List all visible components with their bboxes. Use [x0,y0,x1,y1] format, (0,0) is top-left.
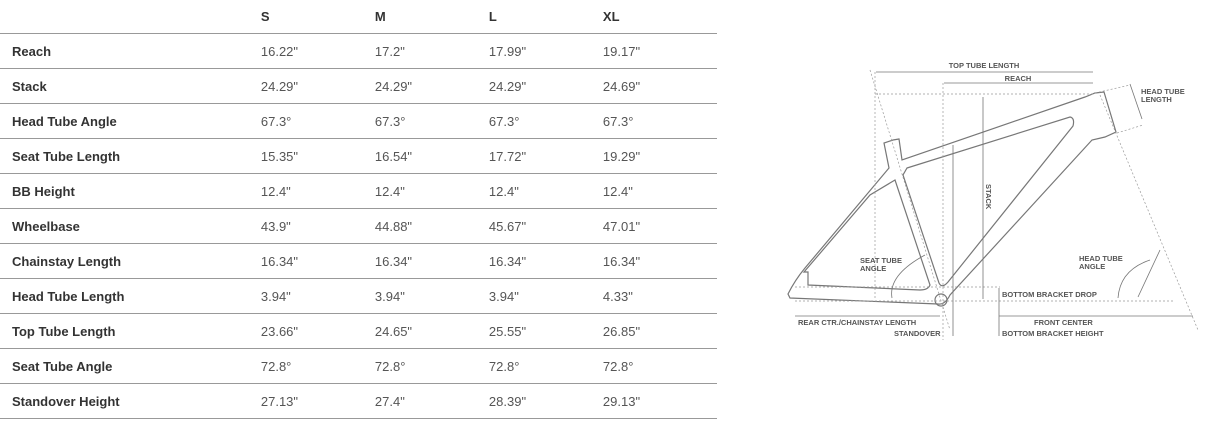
cell-value: 67.3° [602,103,717,139]
row-label: Chainstay Length [0,243,261,279]
table-row: Standover Height 27.13" 27.4" 28.39" 29.13" [0,383,717,419]
header-row: S M L XL [0,0,717,34]
cell-value: 4.33" [602,278,717,314]
label-reach: REACH [1005,74,1032,83]
cell-value: 16.22" [260,33,375,69]
column-header-m: M [374,0,489,34]
cell-value: 16.34" [488,243,603,279]
cell-value: 72.8° [488,348,603,384]
label-seat-tube-angle-2: ANGLE [860,264,886,273]
label-top-tube-length: TOP TUBE LENGTH [949,61,1020,70]
row-label: Reach [0,33,261,69]
table-row: Head Tube Length 3.94" 3.94" 3.94" 4.33" [0,278,717,314]
cell-value: 26.85" [602,313,717,349]
cell-value: 27.4" [374,383,489,419]
cell-value: 15.35" [260,138,375,174]
cell-value: 47.01" [602,208,717,244]
cell-value: 45.67" [488,208,603,244]
label-head-tube-length-2: LENGTH [1141,95,1172,104]
label-seat-tube-angle: SEAT TUBE [860,256,902,265]
cell-value: 67.3° [260,103,375,139]
table-row: Chainstay Length 16.34" 16.34" 16.34" 16.34" [0,243,717,279]
table-row: Wheelbase 43.9" 44.88" 45.67" 47.01" [0,208,717,244]
cell-value: 17.2" [374,33,489,69]
row-label: Standover Height [0,383,261,419]
cell-value: 16.34" [602,243,717,279]
cell-value: 24.29" [488,68,603,104]
cell-value: 12.4" [602,173,717,209]
cell-value: 12.4" [260,173,375,209]
row-label: Wheelbase [0,208,261,244]
cell-value: 24.69" [602,68,717,104]
column-header-s: S [260,0,375,34]
table-row: Head Tube Angle 67.3° 67.3° 67.3° 67.3° [0,103,717,139]
table-row: Seat Tube Angle 72.8° 72.8° 72.8° 72.8° [0,348,717,384]
cell-value: 16.34" [374,243,489,279]
label-front-center: FRONT CENTER [1034,318,1093,327]
cell-value: 25.55" [488,313,603,349]
cell-value: 23.66" [260,313,375,349]
label-head-tube-angle: HEAD TUBE [1079,254,1123,263]
label-head-tube-length: HEAD TUBE [1141,87,1185,96]
table-row: Stack 24.29" 24.29" 24.29" 24.69" [0,68,717,104]
label-standover: STANDOVER [894,329,941,338]
table-row: BB Height 12.4" 12.4" 12.4" 12.4" [0,173,717,209]
row-label: Head Tube Angle [0,103,261,139]
cell-value: 17.99" [488,33,603,69]
row-label: Seat Tube Length [0,138,261,174]
column-header-xl: XL [602,0,717,34]
geometry-table: S M L XL Reach 16.22" 17.2" 17.99" 19.17" Stack 2… [0,0,717,419]
cell-value: 24.65" [374,313,489,349]
cell-value: 3.94" [488,278,603,314]
label-head-tube-angle-2: ANGLE [1079,262,1105,271]
dimension-lines [795,71,1193,336]
table-row: Seat Tube Length 15.35" 16.54" 17.72" 19.29" [0,138,717,174]
cell-value: 44.88" [374,208,489,244]
cell-value: 3.94" [374,278,489,314]
cell-value: 72.8° [260,348,375,384]
label-bottom-bracket-height: BOTTOM BRACKET HEIGHT [1002,329,1104,338]
row-label: Stack [0,68,261,104]
bike-frame [787,91,1117,307]
table-row: Reach 16.22" 17.2" 17.99" 19.17" [0,33,717,69]
cell-value: 17.72" [488,138,603,174]
cell-value: 67.3° [374,103,489,139]
cell-value: 19.29" [602,138,717,174]
cell-value: 3.94" [260,278,375,314]
cell-value: 16.34" [260,243,375,279]
header-blank [0,0,261,34]
table-row: Top Tube Length 23.66" 24.65" 25.55" 26.85" [0,313,717,349]
row-label: Seat Tube Angle [0,348,261,384]
label-bottom-bracket-drop: BOTTOM BRACKET DROP [1002,290,1097,299]
cell-value: 28.39" [488,383,603,419]
cell-value: 12.4" [488,173,603,209]
row-label: BB Height [0,173,261,209]
cell-value: 12.4" [374,173,489,209]
cell-value: 24.29" [260,68,375,104]
cell-value: 67.3° [488,103,603,139]
cell-value: 72.8° [602,348,717,384]
dimension-guides [795,69,1199,340]
cell-value: 43.9" [260,208,375,244]
label-rear-center: REAR CTR./CHAINSTAY LENGTH [798,318,916,327]
cell-value: 16.54" [374,138,489,174]
cell-value: 24.29" [374,68,489,104]
row-label: Top Tube Length [0,313,261,349]
cell-value: 19.17" [602,33,717,69]
cell-value: 72.8° [374,348,489,384]
label-stack: STACK [984,184,993,210]
column-header-l: L [488,0,603,34]
cell-value: 29.13" [602,383,717,419]
row-label: Head Tube Length [0,278,261,314]
cell-value: 27.13" [260,383,375,419]
